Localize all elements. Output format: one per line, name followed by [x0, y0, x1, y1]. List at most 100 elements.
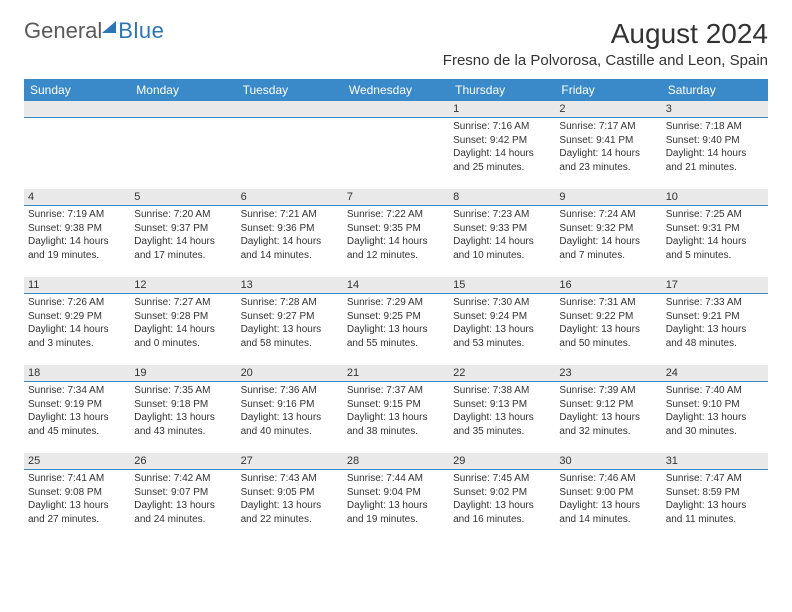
- calendar-cell: 24Sunrise: 7:40 AMSunset: 9:10 PMDayligh…: [662, 365, 768, 453]
- daylight-text: Daylight: 13 hours and 27 minutes.: [28, 499, 126, 526]
- day-details: Sunrise: 7:47 AMSunset: 8:59 PMDaylight:…: [662, 470, 768, 528]
- calendar-cell: 22Sunrise: 7:38 AMSunset: 9:13 PMDayligh…: [449, 365, 555, 453]
- page-header: General Blue August 2024 Fresno de la Po…: [0, 0, 792, 73]
- sunrise-text: Sunrise: 7:18 AM: [666, 120, 764, 134]
- sunrise-text: Sunrise: 7:30 AM: [453, 296, 551, 310]
- day-number: 22: [449, 365, 555, 382]
- daylight-text: Daylight: 13 hours and 53 minutes.: [453, 323, 551, 350]
- day-header: Friday: [555, 79, 661, 101]
- sunrise-text: Sunrise: 7:29 AM: [347, 296, 445, 310]
- calendar-cell: 30Sunrise: 7:46 AMSunset: 9:00 PMDayligh…: [555, 453, 661, 541]
- calendar-week-row: 25Sunrise: 7:41 AMSunset: 9:08 PMDayligh…: [24, 453, 768, 541]
- day-number: 23: [555, 365, 661, 382]
- calendar-cell: 21Sunrise: 7:37 AMSunset: 9:15 PMDayligh…: [343, 365, 449, 453]
- day-number: 25: [24, 453, 130, 470]
- day-number: 11: [24, 277, 130, 294]
- daylight-text: Daylight: 13 hours and 35 minutes.: [453, 411, 551, 438]
- daylight-text: Daylight: 13 hours and 40 minutes.: [241, 411, 339, 438]
- calendar-cell: 5Sunrise: 7:20 AMSunset: 9:37 PMDaylight…: [130, 189, 236, 277]
- day-number: 7: [343, 189, 449, 206]
- day-details: Sunrise: 7:40 AMSunset: 9:10 PMDaylight:…: [662, 382, 768, 440]
- logo-text-blue: Blue: [118, 18, 164, 44]
- calendar-cell: 20Sunrise: 7:36 AMSunset: 9:16 PMDayligh…: [237, 365, 343, 453]
- calendar-week-row: 4Sunrise: 7:19 AMSunset: 9:38 PMDaylight…: [24, 189, 768, 277]
- day-details: Sunrise: 7:44 AMSunset: 9:04 PMDaylight:…: [343, 470, 449, 528]
- day-details: Sunrise: 7:28 AMSunset: 9:27 PMDaylight:…: [237, 294, 343, 352]
- day-number: 10: [662, 189, 768, 206]
- month-title: August 2024: [443, 18, 768, 50]
- sunset-text: Sunset: 9:08 PM: [28, 486, 126, 500]
- sunrise-text: Sunrise: 7:41 AM: [28, 472, 126, 486]
- calendar-table: Sunday Monday Tuesday Wednesday Thursday…: [24, 79, 768, 541]
- day-number: 30: [555, 453, 661, 470]
- sunrise-text: Sunrise: 7:27 AM: [134, 296, 232, 310]
- day-number: 28: [343, 453, 449, 470]
- title-block: August 2024 Fresno de la Polvorosa, Cast…: [443, 18, 768, 69]
- daylight-text: Daylight: 13 hours and 50 minutes.: [559, 323, 657, 350]
- day-number: 5: [130, 189, 236, 206]
- day-details: Sunrise: 7:37 AMSunset: 9:15 PMDaylight:…: [343, 382, 449, 440]
- sunrise-text: Sunrise: 7:26 AM: [28, 296, 126, 310]
- sunset-text: Sunset: 9:21 PM: [666, 310, 764, 324]
- day-details: Sunrise: 7:25 AMSunset: 9:31 PMDaylight:…: [662, 206, 768, 264]
- daylight-text: Daylight: 13 hours and 16 minutes.: [453, 499, 551, 526]
- daylight-text: Daylight: 14 hours and 21 minutes.: [666, 147, 764, 174]
- day-number: 16: [555, 277, 661, 294]
- day-details: Sunrise: 7:17 AMSunset: 9:41 PMDaylight:…: [555, 118, 661, 176]
- daylight-text: Daylight: 13 hours and 11 minutes.: [666, 499, 764, 526]
- sunset-text: Sunset: 9:04 PM: [347, 486, 445, 500]
- sunset-text: Sunset: 9:27 PM: [241, 310, 339, 324]
- daylight-text: Daylight: 14 hours and 17 minutes.: [134, 235, 232, 262]
- sunrise-text: Sunrise: 7:17 AM: [559, 120, 657, 134]
- calendar-header-row: Sunday Monday Tuesday Wednesday Thursday…: [24, 79, 768, 101]
- sunset-text: Sunset: 9:33 PM: [453, 222, 551, 236]
- logo-text-general: General: [24, 18, 102, 44]
- calendar-cell: 29Sunrise: 7:45 AMSunset: 9:02 PMDayligh…: [449, 453, 555, 541]
- sunrise-text: Sunrise: 7:35 AM: [134, 384, 232, 398]
- daylight-text: Daylight: 13 hours and 30 minutes.: [666, 411, 764, 438]
- daylight-text: Daylight: 13 hours and 14 minutes.: [559, 499, 657, 526]
- day-details: Sunrise: 7:45 AMSunset: 9:02 PMDaylight:…: [449, 470, 555, 528]
- sunrise-text: Sunrise: 7:37 AM: [347, 384, 445, 398]
- calendar-body: 1Sunrise: 7:16 AMSunset: 9:42 PMDaylight…: [24, 101, 768, 541]
- calendar-cell: 10Sunrise: 7:25 AMSunset: 9:31 PMDayligh…: [662, 189, 768, 277]
- day-details: Sunrise: 7:21 AMSunset: 9:36 PMDaylight:…: [237, 206, 343, 264]
- daylight-text: Daylight: 13 hours and 38 minutes.: [347, 411, 445, 438]
- calendar-cell: 9Sunrise: 7:24 AMSunset: 9:32 PMDaylight…: [555, 189, 661, 277]
- calendar-cell: 1Sunrise: 7:16 AMSunset: 9:42 PMDaylight…: [449, 101, 555, 189]
- day-header: Saturday: [662, 79, 768, 101]
- sunset-text: Sunset: 9:16 PM: [241, 398, 339, 412]
- daylight-text: Daylight: 14 hours and 7 minutes.: [559, 235, 657, 262]
- day-details: Sunrise: 7:24 AMSunset: 9:32 PMDaylight:…: [555, 206, 661, 264]
- sunrise-text: Sunrise: 7:23 AM: [453, 208, 551, 222]
- day-number: 19: [130, 365, 236, 382]
- sunrise-text: Sunrise: 7:19 AM: [28, 208, 126, 222]
- calendar-week-row: 18Sunrise: 7:34 AMSunset: 9:19 PMDayligh…: [24, 365, 768, 453]
- calendar-cell: 25Sunrise: 7:41 AMSunset: 9:08 PMDayligh…: [24, 453, 130, 541]
- sunrise-text: Sunrise: 7:47 AM: [666, 472, 764, 486]
- daylight-text: Daylight: 13 hours and 22 minutes.: [241, 499, 339, 526]
- empty-daynum-bar: [343, 101, 449, 118]
- logo-triangle-icon: [102, 21, 116, 33]
- day-details: Sunrise: 7:34 AMSunset: 9:19 PMDaylight:…: [24, 382, 130, 440]
- sunset-text: Sunset: 9:19 PM: [28, 398, 126, 412]
- sunset-text: Sunset: 9:15 PM: [347, 398, 445, 412]
- calendar-cell: [24, 101, 130, 189]
- day-details: Sunrise: 7:27 AMSunset: 9:28 PMDaylight:…: [130, 294, 236, 352]
- day-details: Sunrise: 7:23 AMSunset: 9:33 PMDaylight:…: [449, 206, 555, 264]
- calendar-week-row: 1Sunrise: 7:16 AMSunset: 9:42 PMDaylight…: [24, 101, 768, 189]
- day-number: 18: [24, 365, 130, 382]
- day-details: Sunrise: 7:36 AMSunset: 9:16 PMDaylight:…: [237, 382, 343, 440]
- sunset-text: Sunset: 9:22 PM: [559, 310, 657, 324]
- day-number: 24: [662, 365, 768, 382]
- daylight-text: Daylight: 13 hours and 58 minutes.: [241, 323, 339, 350]
- calendar-cell: 18Sunrise: 7:34 AMSunset: 9:19 PMDayligh…: [24, 365, 130, 453]
- day-number: 8: [449, 189, 555, 206]
- day-details: Sunrise: 7:41 AMSunset: 9:08 PMDaylight:…: [24, 470, 130, 528]
- day-details: Sunrise: 7:22 AMSunset: 9:35 PMDaylight:…: [343, 206, 449, 264]
- sunset-text: Sunset: 9:10 PM: [666, 398, 764, 412]
- calendar-cell: 31Sunrise: 7:47 AMSunset: 8:59 PMDayligh…: [662, 453, 768, 541]
- sunset-text: Sunset: 9:36 PM: [241, 222, 339, 236]
- calendar-cell: 6Sunrise: 7:21 AMSunset: 9:36 PMDaylight…: [237, 189, 343, 277]
- day-details: Sunrise: 7:16 AMSunset: 9:42 PMDaylight:…: [449, 118, 555, 176]
